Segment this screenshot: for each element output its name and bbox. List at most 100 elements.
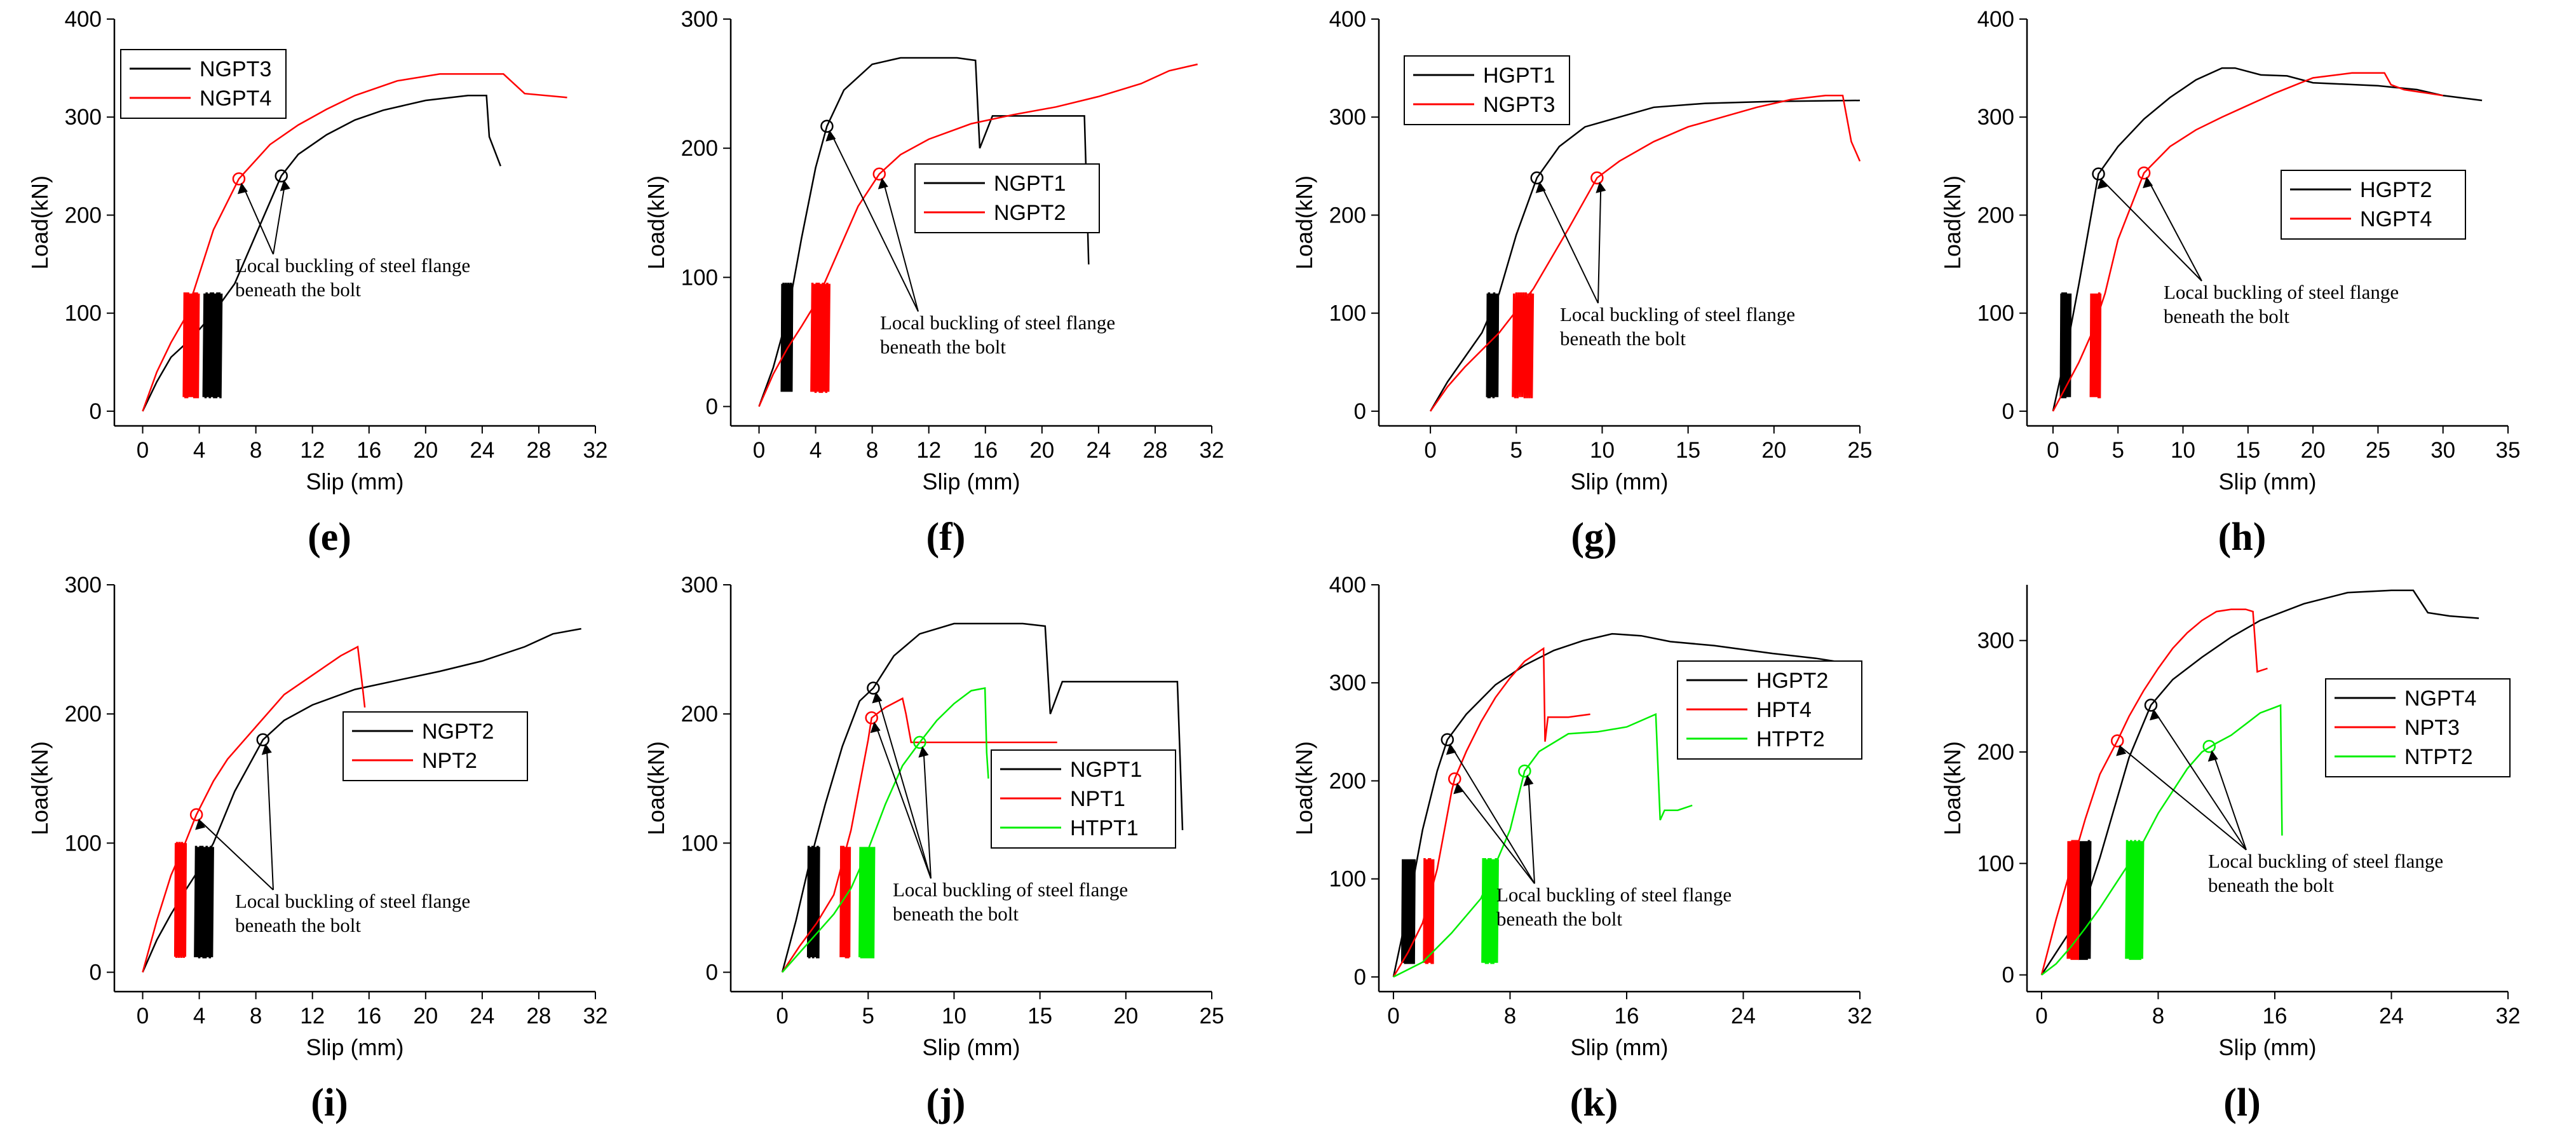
annotation-line: beneath the bolt xyxy=(893,903,1019,925)
series-NTPT2-buckling-marker xyxy=(2202,739,2216,753)
legend-box xyxy=(914,163,1100,233)
legend-label-NPT1: NPT1 xyxy=(1070,787,1125,811)
y-tick-label: 0 xyxy=(90,399,102,424)
x-tick-label: 25 xyxy=(1848,438,1873,463)
legend: HGPT1 NGPT3 xyxy=(1404,55,1570,125)
annotation-line: beneath the bolt xyxy=(1496,908,1622,930)
y-tick-label: 300 xyxy=(1977,105,2014,130)
x-tick-label: 8 xyxy=(2152,1004,2164,1028)
x-tick-label: 0 xyxy=(137,438,149,463)
x-axis-label: Slip (mm) xyxy=(1571,468,1669,495)
annotation-line: Local buckling of steel flange xyxy=(1560,303,1795,325)
y-tick-label: 200 xyxy=(1977,203,2014,228)
x-tick-label: 0 xyxy=(2047,438,2059,463)
series-NGPT4-buckling-marker xyxy=(2144,699,2158,712)
x-axis-label: Slip (mm) xyxy=(306,1034,404,1060)
x-tick-label: 10 xyxy=(1590,438,1615,463)
chart-panel-4: 0 5 10 15 20 25 30 35 0 100 200 300 400 Slip (mm) Load… xyxy=(1939,7,2520,559)
panel-label: (h) xyxy=(2218,516,2267,559)
annotation-arrow xyxy=(200,820,274,891)
x-tick-label: 15 xyxy=(1676,438,1700,463)
legend: HGPT2 HPT4 HTPT2 xyxy=(1677,660,1862,760)
series-NGPT3-line xyxy=(1430,95,1861,412)
annotation-arrowhead xyxy=(261,743,272,755)
legend-box xyxy=(2281,170,2466,240)
x-tick-label: 0 xyxy=(1387,1004,1399,1028)
annotation-arrowhead xyxy=(878,177,888,189)
y-axis-label: Load(kN) xyxy=(1939,741,1965,835)
x-tick-label: 10 xyxy=(942,1004,966,1028)
legend: NGPT4 NPT3 NTPT2 xyxy=(2325,678,2511,777)
legend-label-NPT2: NPT2 xyxy=(422,749,477,773)
annotation-arrowhead xyxy=(2116,744,2127,756)
annotation-arrow xyxy=(2154,711,2247,851)
x-tick-label: 0 xyxy=(776,1004,788,1028)
annotation-arrow xyxy=(273,182,286,255)
y-tick-label: 200 xyxy=(1977,740,2014,765)
series-NGPT1-buckling-marker xyxy=(867,681,880,695)
x-tick-label: 16 xyxy=(2263,1004,2288,1028)
annotation-arrowhead xyxy=(237,182,248,195)
series-HPT4-line xyxy=(1392,646,1590,978)
series-NGPT1-line xyxy=(758,57,1090,407)
x-tick-label: 20 xyxy=(413,1004,438,1028)
x-tick-label: 4 xyxy=(810,438,822,463)
annotation-arrowhead xyxy=(918,746,929,758)
x-tick-label: 24 xyxy=(1731,1004,1756,1028)
chart-panel-2: 0 4 8 12 16 20 24 28 32 0 100 200 300 Slip (mm) Load(k… xyxy=(643,7,1224,559)
annotation-arrowhead xyxy=(280,179,290,191)
annotation-line: beneath the bolt xyxy=(2208,874,2334,896)
series-HGPT1-line xyxy=(1430,99,1861,412)
x-tick-label: 20 xyxy=(413,438,438,463)
y-tick-label: 400 xyxy=(1329,7,1366,32)
series-NTPT2-cyclic-loops xyxy=(2125,840,2145,960)
series-NGPT1-cyclic-loops xyxy=(780,282,794,392)
legend-label-NTPT2: NTPT2 xyxy=(2404,745,2473,769)
legend: NGPT2 NPT2 xyxy=(342,711,528,781)
annotation-arrow xyxy=(2101,179,2202,282)
y-tick-label: 100 xyxy=(681,831,718,856)
annotation-arrowhead xyxy=(870,721,881,734)
y-tick-label: 200 xyxy=(681,702,718,727)
annotation-arrow xyxy=(2120,746,2247,851)
y-tick-label: 300 xyxy=(1329,105,1366,130)
x-tick-label: 16 xyxy=(973,438,998,463)
series-HTPT2-line xyxy=(1393,713,1693,978)
x-tick-label: 12 xyxy=(916,438,941,463)
y-axis-label: Load(kN) xyxy=(1939,175,1965,270)
series-NGPT4-buckling-marker xyxy=(232,172,246,186)
legend-box xyxy=(342,711,528,781)
series-HTPT1-buckling-marker xyxy=(913,735,926,749)
y-tick-label: 100 xyxy=(1977,851,2014,876)
panel-label: (e) xyxy=(308,516,351,559)
legend: NGPT1 NPT1 HTPT1 xyxy=(991,749,1176,849)
x-tick-label: 32 xyxy=(583,1004,608,1028)
x-axis-label: Slip (mm) xyxy=(923,468,1020,495)
legend-label-NGPT3: NGPT3 xyxy=(200,57,271,81)
x-tick-label: 8 xyxy=(1504,1004,1516,1028)
y-tick-label: 200 xyxy=(65,203,102,228)
legend: NGPT3 NGPT4 xyxy=(120,49,287,119)
x-axis-label: Slip (mm) xyxy=(1571,1034,1669,1060)
annotation-arrow xyxy=(1450,746,1535,884)
y-tick-label: 200 xyxy=(1329,203,1366,228)
x-tick-label: 15 xyxy=(1027,1004,1052,1028)
x-tick-label: 12 xyxy=(300,438,325,463)
annotation-arrow xyxy=(2212,752,2247,851)
y-tick-label: 0 xyxy=(90,960,102,985)
x-tick-label: 8 xyxy=(866,438,878,463)
y-tick-label: 400 xyxy=(1329,573,1366,598)
series-HPT4-cyclic-loops xyxy=(1423,858,1435,964)
annotation-line: Local buckling of steel flange xyxy=(1496,884,1732,906)
legend-label-HGPT2: HGPT2 xyxy=(1756,669,1828,693)
annotation-arrowhead xyxy=(2149,709,2160,721)
annotation-line: beneath the bolt xyxy=(2164,305,2289,327)
series-NGPT4-line xyxy=(2052,72,2443,412)
y-tick-label: 300 xyxy=(65,105,102,130)
x-tick-label: 5 xyxy=(1510,438,1522,463)
y-axis-label: Load(kN) xyxy=(1291,175,1317,270)
annotation-arrowhead xyxy=(2097,177,2108,189)
annotation-line: Local buckling of steel flange xyxy=(235,890,470,912)
panel-label: (j) xyxy=(926,1081,966,1124)
series-NTPT2-line xyxy=(2041,704,2283,976)
